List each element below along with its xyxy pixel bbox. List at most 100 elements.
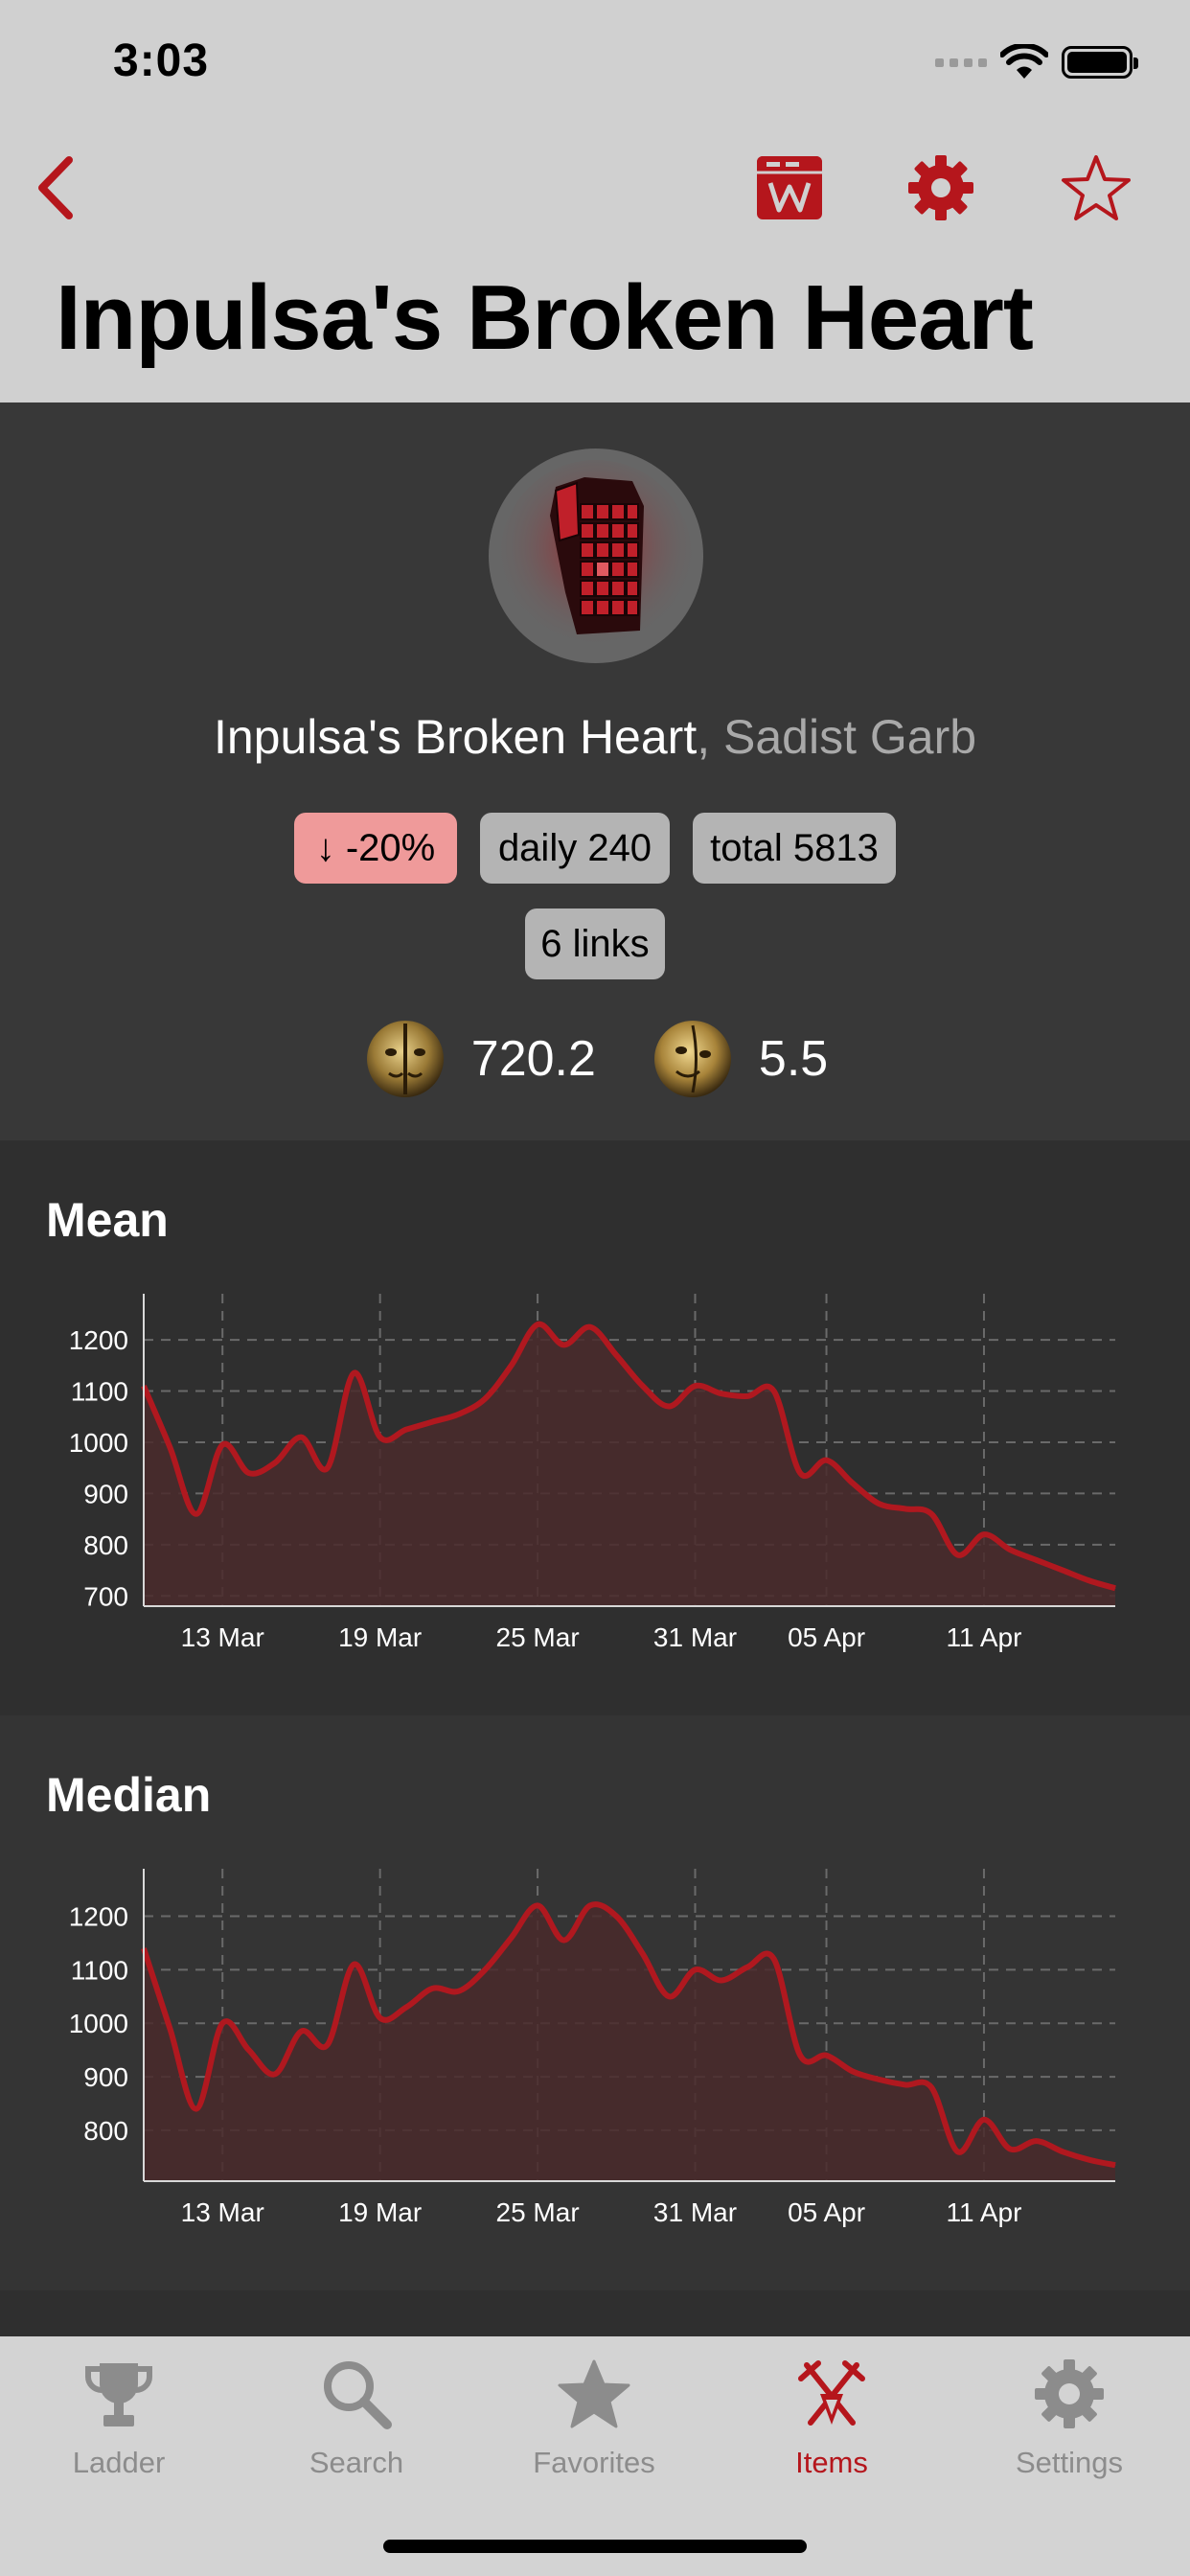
data-point	[353, 1372, 355, 1374]
data-point	[458, 1990, 460, 1992]
total-count-badge: total 5813	[693, 813, 896, 884]
data-point	[746, 1966, 748, 1968]
tab-items[interactable]: Items	[713, 2356, 950, 2499]
y-tick-label: 1100	[71, 1377, 128, 1407]
star-outline-icon	[1062, 155, 1131, 220]
y-tick-label: 800	[83, 1530, 128, 1560]
status-indicators	[935, 44, 1138, 80]
data-point	[930, 2086, 932, 2088]
tab-ladder[interactable]: Ladder	[0, 2356, 238, 2499]
data-point	[642, 1385, 644, 1387]
data-point	[562, 1940, 564, 1942]
daily-count-badge: daily 240	[480, 813, 670, 884]
x-tick-label: 25 Mar	[496, 1622, 580, 1652]
star-icon	[558, 2359, 630, 2428]
data-point	[484, 1398, 486, 1400]
wifi-icon	[1000, 44, 1048, 79]
data-point	[878, 2079, 880, 2081]
x-tick-label: 19 Mar	[338, 2197, 422, 2227]
x-tick-label: 05 Apr	[788, 2197, 865, 2227]
page-title: Inpulsa's Broken Heart	[56, 266, 1034, 369]
data-point	[1062, 1570, 1064, 1572]
data-point	[511, 1937, 513, 1939]
mean-chart-card: Mean 700 800 900 1000 1100 1200 13 Mar 19 Mar 25…	[0, 1140, 1190, 1715]
data-point	[195, 2108, 197, 2110]
x-tick-label: 13 Mar	[181, 2197, 264, 2227]
data-point	[379, 2017, 381, 2019]
data-point	[511, 1365, 513, 1367]
data-point	[221, 2022, 223, 2024]
tab-settings[interactable]: Settings	[950, 2356, 1188, 2499]
crossed-swords-icon	[798, 2360, 865, 2426]
data-point	[904, 1507, 906, 1509]
y-tick-label: 800	[83, 2116, 128, 2146]
tab-label: Items	[795, 2446, 868, 2479]
magnifier-icon	[324, 2361, 392, 2429]
x-tick-label: 31 Mar	[653, 2197, 737, 2227]
data-point	[957, 2150, 959, 2152]
price-row: 720.2 5.5	[0, 1016, 1190, 1102]
battery-icon	[1062, 46, 1138, 79]
x-tick-label: 11 Apr	[947, 2197, 1022, 2227]
wiki-button[interactable]	[751, 150, 828, 226]
exalted-price: 5.5	[650, 1016, 828, 1102]
data-point	[1009, 2148, 1011, 2150]
favorite-button[interactable]	[1058, 150, 1134, 226]
y-tick-label: 900	[83, 1479, 128, 1508]
chart-title: Mean	[46, 1193, 169, 1247]
back-button[interactable]	[17, 150, 94, 226]
data-point	[169, 1446, 171, 1448]
data-point	[773, 1958, 775, 1960]
data-point	[1036, 2140, 1038, 2142]
data-point	[274, 2073, 276, 2075]
series-line	[141, 1901, 1116, 2169]
data-point	[642, 1953, 644, 1955]
data-point	[327, 1467, 329, 1469]
home-indicator	[383, 2540, 807, 2553]
data-point	[1062, 2150, 1064, 2152]
item-name-line: Inpulsa's Broken Heart, Sadist Garb	[0, 709, 1190, 765]
tab-search[interactable]: Search	[238, 2356, 475, 2499]
mean-price-chart: 700 800 900 1000 1100 1200 13 Mar 19 Mar 25 Mar 3…	[69, 1294, 1116, 1652]
y-tick-label: 1000	[69, 2009, 128, 2038]
data-point	[668, 1995, 670, 1997]
y-tick-label: 1000	[69, 1428, 128, 1458]
tab-bar: Ladder Search Favorites Items	[0, 2336, 1190, 2576]
gear-icon	[1035, 2359, 1104, 2428]
item-image	[489, 448, 703, 663]
x-tick-label: 31 Mar	[653, 1622, 737, 1652]
data-point	[773, 1391, 775, 1392]
price-change-badge: ↓ -20%	[294, 813, 457, 884]
data-point	[930, 1513, 932, 1515]
data-point	[589, 1326, 591, 1328]
data-point	[799, 1472, 801, 1474]
item-summary: Inpulsa's Broken Heart, Sadist Garb ↓ -2…	[0, 402, 1190, 1140]
badge-row-stats: ↓ -20% daily 240 total 5813	[0, 813, 1190, 884]
y-tick-label: 700	[83, 1581, 128, 1611]
data-point	[327, 2044, 329, 2046]
data-point	[957, 1554, 959, 1556]
series-area	[144, 1904, 1115, 2181]
data-point	[248, 1472, 250, 1474]
data-point	[405, 1429, 407, 1431]
exalted-price-value: 5.5	[758, 1031, 829, 1087]
data-point	[431, 1421, 433, 1423]
data-point	[668, 1406, 670, 1408]
data-point	[562, 1344, 564, 1346]
data-point	[300, 1437, 302, 1438]
data-point	[615, 1354, 617, 1356]
armour-icon	[500, 460, 692, 652]
data-point	[983, 2119, 985, 2121]
divine-price: 720.2	[362, 1016, 596, 1102]
tab-label: Settings	[1015, 2446, 1123, 2479]
data-point	[615, 1916, 617, 1918]
tab-label: Favorites	[533, 2446, 655, 2479]
item-settings-button[interactable]	[903, 150, 979, 226]
data-point	[484, 1968, 486, 1970]
data-point	[1114, 1587, 1116, 1589]
data-point	[248, 2049, 250, 2051]
x-tick-label: 13 Mar	[181, 1622, 264, 1652]
tab-favorites[interactable]: Favorites	[475, 2356, 713, 2499]
x-tick-label: 19 Mar	[338, 1622, 422, 1652]
data-point	[878, 1503, 880, 1505]
